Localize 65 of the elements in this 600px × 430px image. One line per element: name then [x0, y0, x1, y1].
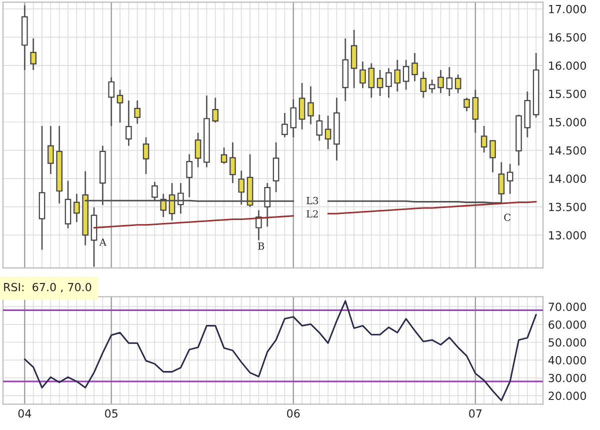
candlestick — [472, 89, 479, 134]
candlestick — [272, 142, 280, 193]
y-tick-label: 13.000 — [549, 231, 586, 240]
y-tick-label: 15.000 — [549, 118, 586, 126]
candlestick — [194, 132, 202, 168]
candlestick — [506, 163, 514, 195]
y-tick-label: 20.000 — [548, 392, 586, 400]
candlestick — [142, 136, 150, 175]
y-tick-label: 30.000 — [548, 374, 586, 382]
annotation: B — [258, 242, 264, 250]
candlestick — [220, 146, 228, 165]
candlestick — [230, 142, 236, 184]
candlestick — [360, 60, 366, 89]
candlestick — [126, 100, 132, 146]
candlestick — [186, 154, 193, 198]
x-tick-label: 07 — [469, 409, 482, 418]
candlestick — [256, 210, 262, 241]
candlestick — [134, 100, 141, 124]
x-tick-label: 05 — [105, 409, 118, 418]
candlestick — [350, 29, 358, 89]
annotation: C — [504, 214, 510, 222]
candlestick — [402, 59, 410, 90]
candlestick — [290, 98, 297, 138]
candlestick — [376, 69, 384, 97]
candlestick — [324, 115, 332, 150]
candlestick — [212, 97, 219, 124]
candlestick — [446, 66, 453, 97]
y-tick-label: 15.500 — [549, 90, 586, 98]
x-tick-label: 04 — [18, 409, 32, 418]
y-tick-label: 60.000 — [548, 320, 586, 329]
y-tick-label: 14.000 — [549, 174, 586, 183]
candlestick — [48, 125, 54, 175]
y-tick-label: 40.000 — [548, 356, 586, 364]
candlestick — [368, 62, 375, 98]
candlestick — [438, 69, 444, 94]
candlestick — [386, 68, 392, 98]
candlestick — [412, 52, 418, 82]
candlestick — [316, 114, 323, 142]
candlestick — [490, 140, 496, 174]
candlestick — [420, 71, 427, 98]
candlestick — [394, 59, 401, 92]
candlestick — [480, 125, 488, 154]
candlestick — [30, 38, 36, 71]
candlestick — [298, 82, 306, 130]
y-tick-label: 16.000 — [549, 61, 586, 70]
candlestick — [282, 112, 288, 138]
annotation: L3 — [306, 196, 318, 204]
annotation: L2 — [306, 210, 318, 218]
x-tick-label: 06 — [287, 409, 300, 418]
annotation: A — [99, 238, 107, 246]
y-tick-label: 70.000 — [548, 302, 586, 312]
candlestick — [454, 74, 462, 94]
candlestick — [116, 89, 124, 124]
candlestick — [308, 86, 314, 125]
chart-title: RSI: 67.0 , 70.0 — [4, 282, 92, 292]
candlestick — [464, 97, 470, 112]
y-tick-label: 14.500 — [549, 146, 586, 155]
y-tick-label: 17.000 — [549, 4, 586, 14]
y-tick-label: 16.500 — [549, 33, 586, 42]
y-tick-label: 50.000 — [548, 338, 586, 347]
candlestick — [74, 193, 80, 223]
line-series — [24, 300, 537, 402]
y-tick-label: 13.500 — [549, 202, 586, 212]
candlestick — [428, 78, 436, 94]
candlestick — [108, 76, 114, 127]
